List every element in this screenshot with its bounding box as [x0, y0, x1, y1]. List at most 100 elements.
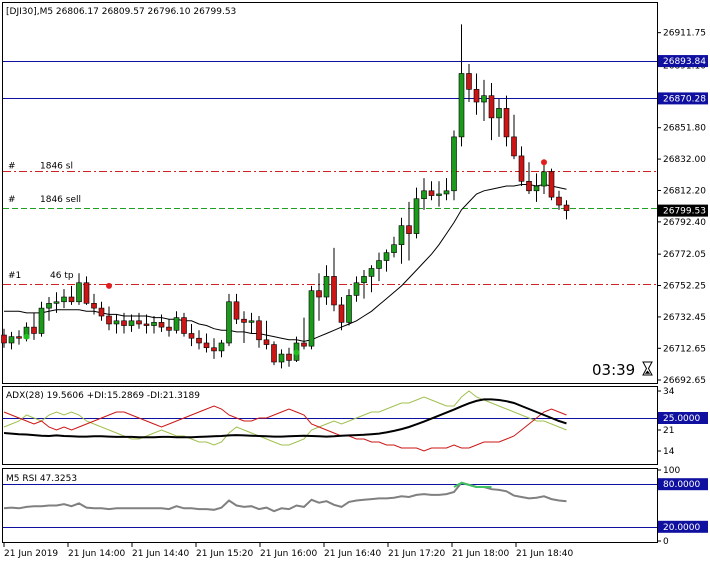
candle [331, 247, 337, 312]
horizontal-lines[interactable] [3, 61, 657, 285]
rsi-tick-label: 100 [663, 466, 680, 476]
candle [113, 314, 120, 334]
candle [323, 265, 330, 305]
candlesticks [1, 24, 570, 369]
rsi-lines [3, 481, 657, 528]
candle [421, 178, 427, 210]
candle [383, 249, 390, 272]
time-tick-label: 21 Jun 2019 [4, 549, 58, 559]
candle [38, 301, 45, 337]
candle [61, 289, 67, 309]
hline-price-tag [658, 92, 708, 105]
candle [158, 314, 165, 332]
current-price-tag [658, 204, 708, 217]
price-tick-label: 26752.25 [663, 282, 706, 292]
candle [53, 292, 60, 313]
candle [541, 162, 547, 194]
candle [533, 173, 540, 202]
candle [563, 200, 570, 220]
candle [451, 130, 457, 201]
order-labels: #1846 sl # 1846 sell #1 46 tp [8, 162, 81, 281]
price-axis[interactable]: 26911.7526891.1026870.2826851.8026832.00… [657, 29, 708, 386]
candle [196, 330, 202, 350]
adx-pane[interactable] [2, 386, 658, 465]
order-label-1: 1846 sl [40, 162, 73, 172]
candle [181, 312, 187, 337]
candle [526, 162, 532, 194]
time-tick-label: 21 Jun 18:40 [516, 549, 573, 559]
price-tick-label: 26732.45 [663, 313, 706, 323]
hourglass-icon [642, 361, 653, 376]
adx-lines [3, 390, 657, 452]
price-tick-label: 26911.75 [663, 29, 706, 39]
candle [406, 201, 412, 261]
rsi-pane[interactable] [2, 468, 658, 543]
hline-price-label: 26893.84 [663, 57, 706, 67]
candle [226, 293, 232, 347]
candle [68, 285, 75, 305]
candle [143, 314, 150, 334]
time-tick-label: 21 Jun 16:40 [324, 549, 381, 559]
candle [136, 312, 142, 329]
candle [46, 297, 52, 321]
candle [458, 24, 465, 147]
candle [151, 316, 157, 334]
price-tick-label: 26692.65 [663, 376, 706, 386]
candle [511, 114, 517, 160]
candle [301, 317, 307, 350]
candle [286, 347, 292, 367]
chart-header: [DJI30],M5 26806.17 26809.57 26796.10 26… [6, 7, 236, 17]
candle [248, 312, 255, 334]
candle [503, 95, 510, 147]
adx-level-tag [658, 412, 708, 424]
order-label-3: 1846 sell [40, 195, 81, 205]
bar-timer: 03:39 [592, 361, 635, 379]
time-axis[interactable]: 21 Jun 2019 21 Jun 14:00 21 Jun 14:40 21 Ju… [3, 542, 573, 559]
rsi-axis: 100 80.0000 20.0000 0 [657, 466, 708, 547]
candle [398, 217, 405, 264]
price-tick-label: 26712.65 [663, 344, 706, 354]
candle [98, 301, 105, 321]
hline-price-tag [658, 55, 708, 68]
price-tick-label: 26851.80 [663, 124, 706, 134]
rsi-overbought-segment [453, 481, 492, 488]
candle [556, 190, 562, 210]
candle [466, 63, 472, 103]
candle [346, 289, 352, 326]
candle [91, 293, 97, 315]
candle [308, 285, 315, 350]
price-tick-label: 26832.00 [663, 155, 706, 165]
adx-line [3, 398, 567, 439]
order-label-4: #1 [8, 271, 21, 281]
order-label-5: 46 tp [50, 271, 74, 281]
adx-axis: 34 25.0000 21 14 [657, 387, 708, 457]
sell-signal-dot [106, 282, 112, 289]
time-tick-label: 21 Jun 15:20 [196, 549, 253, 559]
minus-di-line [3, 405, 567, 452]
rsi-tick-label: 20.0000 [663, 523, 700, 533]
candle [548, 168, 555, 201]
candle [376, 252, 382, 282]
time-tick-label: 21 Jun 18:00 [452, 549, 509, 559]
ma-line [4, 183, 567, 342]
sell-signal-dot [541, 159, 547, 166]
candle [518, 146, 525, 187]
candle [83, 276, 90, 305]
moving-average [4, 183, 567, 342]
adx-header: ADX(28) 19.5606 +DI:15.2869 -DI:21.3189 [6, 391, 200, 401]
buy-signal-dot [23, 333, 30, 340]
candle [8, 331, 15, 350]
signal-dots [23, 159, 547, 356]
candle [473, 73, 480, 115]
candle [368, 265, 375, 293]
candle [443, 178, 450, 201]
time-tick-label: 21 Jun 16:00 [260, 549, 317, 559]
price-tick-label: 26812.20 [663, 186, 706, 196]
candle [436, 181, 442, 207]
adx-tick-label: 21 [663, 426, 674, 436]
candle [106, 306, 112, 331]
buy-signal-dot [293, 349, 300, 356]
candle [271, 341, 277, 366]
candle [428, 181, 435, 201]
